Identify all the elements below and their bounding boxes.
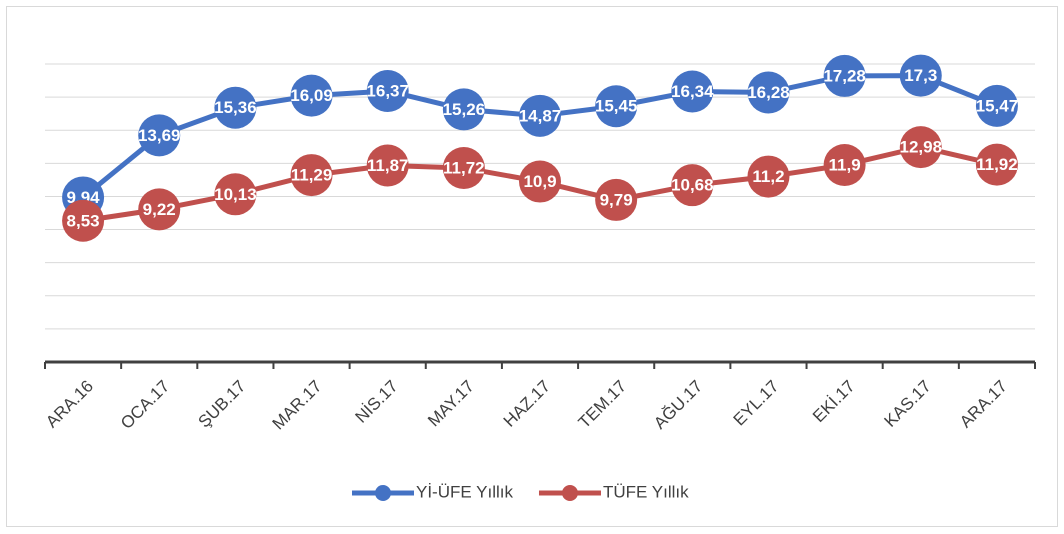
data-label: 11,9 [829,155,861,174]
data-label: 9,79 [600,190,633,209]
data-label: 10,9 [523,172,556,191]
data-point [442,88,485,131]
data-point [290,154,333,197]
data-label: 11,29 [291,166,333,185]
data-point [138,188,181,231]
data-point [975,84,1018,127]
data-point [595,178,638,221]
data-label: 15,45 [595,97,638,116]
data-point [975,143,1018,186]
data-label: 12,98 [899,138,942,157]
data-point [671,164,714,207]
data-point [138,114,181,157]
data-point [899,126,942,169]
data-label: 9,22 [143,200,176,219]
data-label: 11,72 [443,158,485,177]
data-point [823,143,866,186]
data-point [747,71,790,114]
data-point [366,69,409,112]
data-label: 11,87 [367,156,409,175]
data-label: 11,2 [752,167,784,186]
data-label: 15,47 [976,96,1019,115]
data-point [290,74,333,117]
data-label: 17,3 [904,66,937,85]
data-label: 16,34 [671,82,714,101]
data-label: 10,68 [671,176,714,195]
data-point [62,199,105,242]
data-point [519,160,561,203]
data-label: 13,69 [138,126,181,145]
data-point [671,70,714,113]
data-point [519,94,561,137]
data-point [823,54,866,97]
data-point [747,155,790,198]
data-label: 14,87 [519,106,562,125]
data-label: 16,09 [290,86,333,105]
data-label: 15,36 [214,98,257,117]
legend-label: Yİ-ÜFE Yıllık [416,482,513,501]
data-point [899,54,942,97]
data-label: 8,53 [67,211,100,230]
data-label: 10,13 [214,185,257,204]
data-label: 16,28 [747,83,790,102]
data-point [442,146,485,189]
chart-frame [6,6,1058,527]
legend-marker [561,485,578,501]
data-label: 11,92 [976,155,1018,174]
data-point [595,85,638,128]
data-label: 16,37 [366,81,409,100]
data-point [214,86,257,129]
data-label: 15,26 [443,100,486,119]
data-label: 17,28 [823,66,866,85]
data-point [366,144,409,187]
data-point [214,173,257,216]
legend-marker [375,485,391,501]
legend-label: TÜFE Yıllık [603,482,689,501]
